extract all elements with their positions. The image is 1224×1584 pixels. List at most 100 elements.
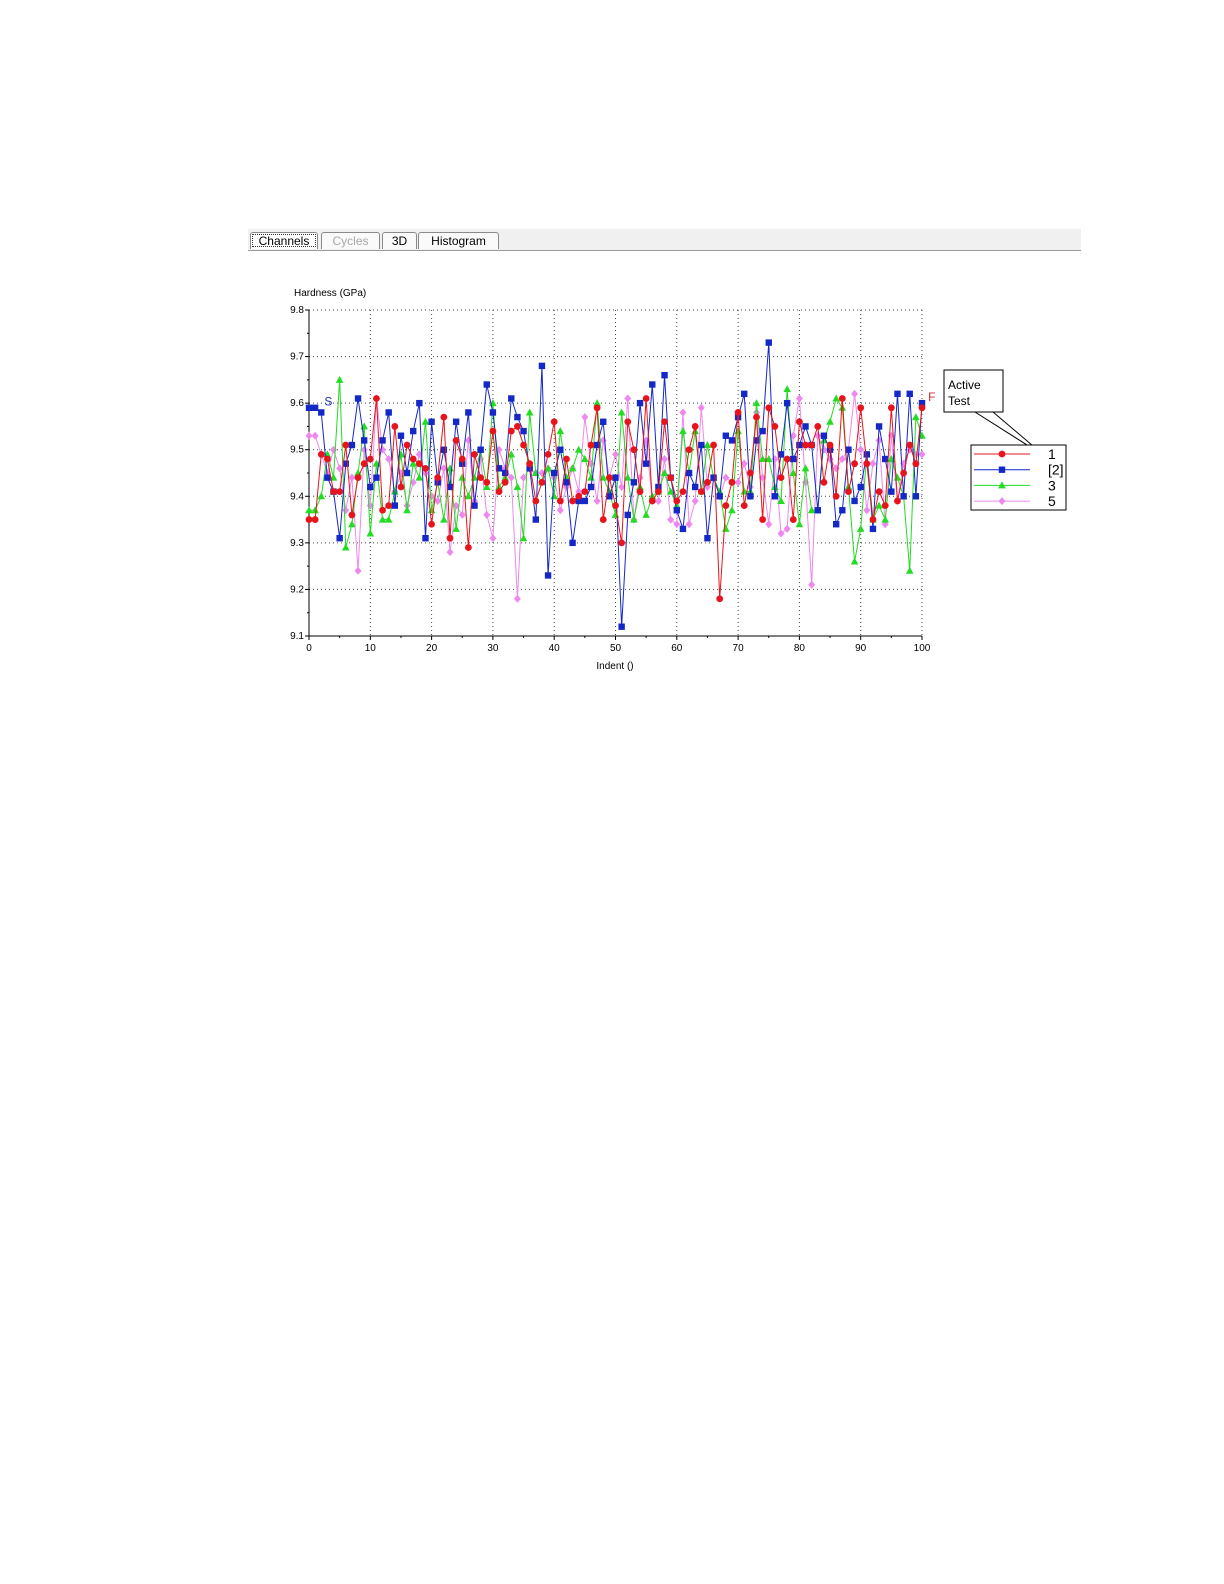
data-point — [452, 418, 460, 425]
series-1 — [305, 395, 926, 603]
tab-cycles[interactable]: Cycles — [321, 232, 380, 249]
data-point — [777, 474, 785, 482]
data-point — [458, 455, 466, 463]
data-point — [568, 464, 577, 472]
data-point — [753, 413, 760, 421]
data-point — [513, 482, 522, 490]
data-point — [342, 441, 350, 449]
data-point — [715, 487, 724, 495]
data-point — [697, 488, 705, 496]
data-point — [875, 423, 883, 430]
data-point — [599, 516, 607, 523]
data-point — [887, 404, 895, 412]
data-point — [642, 510, 650, 518]
legend-entry: 3 — [974, 477, 1056, 493]
data-point — [722, 432, 730, 439]
data-point — [832, 464, 840, 473]
data-point — [851, 460, 858, 468]
data-point — [378, 515, 387, 523]
data-point — [409, 455, 417, 463]
data-point — [900, 469, 908, 477]
data-point — [514, 423, 521, 430]
data-point — [838, 403, 847, 411]
data-point — [489, 534, 497, 543]
data-point — [550, 418, 558, 426]
data-point — [391, 487, 399, 495]
data-point — [416, 399, 423, 407]
data-point — [587, 441, 595, 449]
data-point — [409, 459, 418, 467]
data-point — [814, 431, 822, 440]
legend-label: 3 — [1048, 477, 1056, 493]
data-point — [385, 455, 393, 464]
y-tick-label: 9.1 — [290, 631, 304, 642]
data-point — [863, 451, 871, 458]
data-point — [507, 450, 516, 458]
data-point — [440, 446, 448, 453]
data-point — [667, 515, 675, 524]
data-point — [367, 483, 374, 491]
data-point — [397, 432, 405, 439]
data-point — [807, 506, 816, 514]
legend-label: 1 — [1048, 446, 1056, 462]
data-point — [771, 423, 779, 430]
x-tick-label: 10 — [365, 643, 377, 654]
data-point — [783, 385, 791, 393]
data-point — [336, 488, 344, 496]
data-point — [869, 516, 877, 523]
data-point — [415, 473, 424, 481]
data-point — [801, 464, 810, 472]
data-point — [391, 502, 399, 509]
data-point — [856, 524, 865, 532]
tab-3d[interactable]: 3D — [382, 232, 417, 249]
x-tick-label: 90 — [855, 643, 867, 654]
data-point — [324, 474, 331, 481]
data-point — [366, 455, 374, 463]
data-point — [410, 427, 417, 435]
y-tick-label: 9.6 — [290, 398, 304, 409]
data-point — [661, 455, 669, 464]
data-point — [722, 473, 730, 482]
data-point — [759, 516, 767, 523]
legend[interactable]: 1[2]35 — [970, 444, 1067, 511]
data-point — [373, 474, 380, 481]
data-point — [618, 623, 625, 630]
data-point — [477, 474, 485, 482]
data-point — [771, 493, 779, 500]
data-point — [348, 441, 356, 449]
data-point — [305, 506, 313, 514]
data-point — [869, 525, 877, 533]
data-point — [765, 339, 772, 346]
data-point — [514, 413, 521, 421]
data-point — [348, 520, 356, 528]
data-point — [728, 437, 736, 444]
data-point — [691, 423, 699, 430]
data-point — [808, 580, 816, 589]
data-point — [415, 460, 423, 468]
data-point — [667, 474, 675, 482]
data-point — [685, 520, 693, 529]
data-point — [912, 493, 920, 500]
data-point — [839, 507, 846, 514]
data-point — [630, 515, 638, 523]
data-point — [428, 492, 436, 501]
data-point — [703, 441, 712, 449]
data-point — [617, 408, 626, 416]
data-point — [814, 507, 821, 514]
data-point — [612, 474, 619, 481]
x-tick-label: 70 — [733, 643, 745, 654]
data-point — [551, 469, 558, 477]
data-point — [440, 413, 448, 421]
data-point — [679, 488, 687, 496]
data-point — [623, 473, 632, 481]
tab-histogram[interactable]: Histogram — [418, 232, 499, 249]
data-point — [464, 544, 472, 551]
data-point — [544, 464, 552, 472]
tab-channels[interactable]: Channels — [250, 232, 318, 249]
data-point — [373, 395, 380, 402]
data-point — [513, 594, 521, 603]
data-point — [777, 451, 785, 458]
data-point — [796, 418, 803, 426]
data-point — [783, 524, 791, 533]
